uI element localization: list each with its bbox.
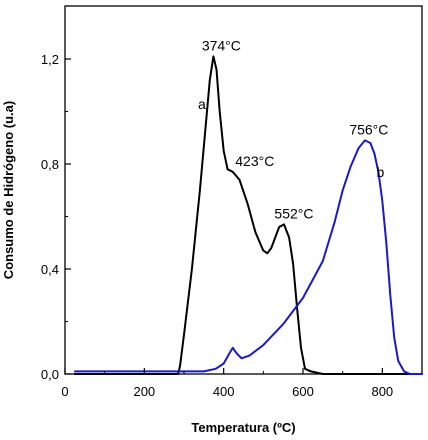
y-tick-label: 0,8 — [41, 157, 59, 172]
y-tick-label: 1,2 — [41, 52, 59, 67]
series-line-a — [73, 55, 423, 375]
series-line-b — [73, 139, 423, 375]
y-tick-label: 0,0 — [41, 367, 59, 382]
annotation-layer: 374°C 423°C 552°C 756°C a b — [198, 37, 388, 221]
annotation-label: 374°C — [202, 37, 241, 53]
x-tick-label: 0 — [61, 384, 68, 399]
y-axis-title: Consumo de Hidrógeno (u.a) — [1, 101, 16, 279]
plot-border — [64, 5, 423, 375]
tick-layer: 0 200 400 600 800 0,0 0,4 0,8 1,2 — [41, 52, 393, 399]
x-tick-label: 800 — [371, 384, 393, 399]
x-tick-label: 600 — [292, 384, 314, 399]
annotation-label: a — [198, 96, 206, 112]
series-layer — [73, 55, 423, 375]
annotation-label: 552°C — [274, 205, 313, 221]
y-tick-label: 0,4 — [41, 262, 59, 277]
x-axis-title: Temperatura (ºC) — [191, 420, 295, 435]
annotation-label: 756°C — [349, 121, 388, 137]
annotation-label: b — [376, 164, 384, 180]
plot-frame — [64, 5, 423, 375]
annotation-label: 423°C — [235, 153, 274, 169]
x-tick-label: 200 — [133, 384, 155, 399]
x-tick-label: 400 — [213, 384, 235, 399]
